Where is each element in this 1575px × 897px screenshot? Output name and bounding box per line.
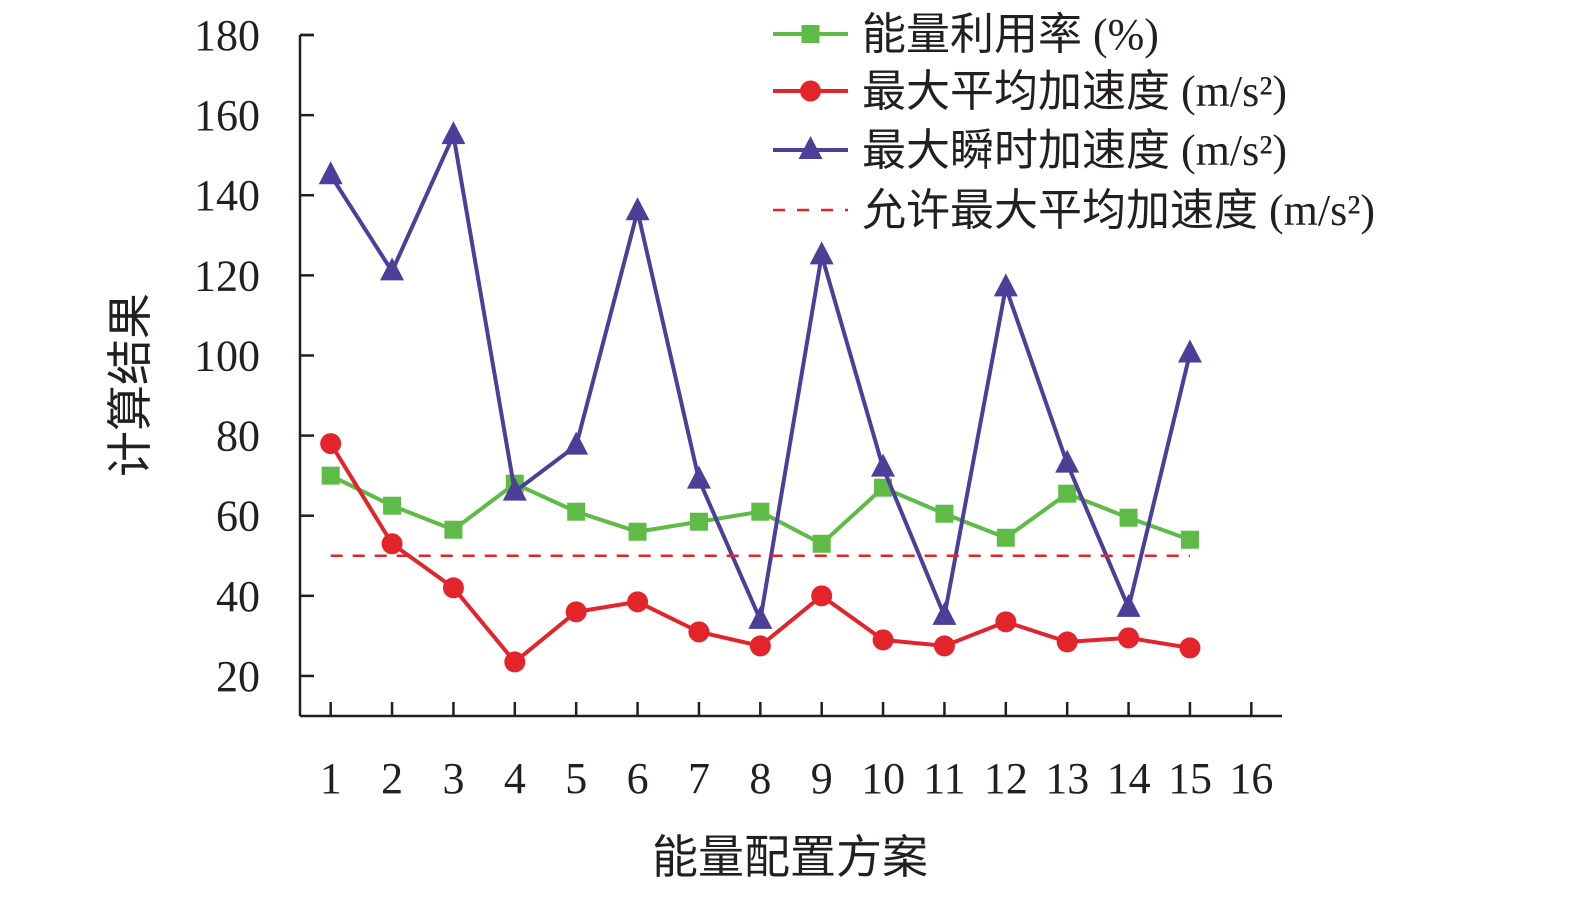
x-tick-label: 8 bbox=[749, 754, 771, 803]
triangle-marker bbox=[993, 273, 1018, 297]
triangle-marker bbox=[380, 257, 405, 281]
triangle-marker bbox=[932, 601, 957, 625]
circle-marker bbox=[811, 585, 833, 607]
x-tick-label: 12 bbox=[984, 754, 1028, 803]
square-marker bbox=[689, 512, 708, 531]
circle-marker bbox=[320, 433, 342, 455]
x-tick-label: 13 bbox=[1045, 754, 1089, 803]
legend-label: 允许最大平均加速度 (m/s²) bbox=[862, 186, 1375, 235]
square-marker bbox=[567, 502, 586, 521]
x-tick-label: 16 bbox=[1229, 754, 1273, 803]
circle-marker bbox=[688, 621, 710, 643]
square-marker bbox=[1119, 508, 1138, 527]
x-tick-label: 9 bbox=[811, 754, 833, 803]
x-tick-label: 15 bbox=[1168, 754, 1212, 803]
triangle-marker bbox=[1116, 593, 1141, 617]
x-tick-label: 7 bbox=[688, 754, 710, 803]
x-axis-title: 能量配置方案 bbox=[652, 832, 928, 883]
legend-label: 最大瞬时加速度 (m/s²) bbox=[862, 126, 1287, 175]
x-tick-label: 1 bbox=[320, 754, 342, 803]
circle-marker bbox=[1056, 631, 1078, 653]
series-line bbox=[328, 442, 1191, 664]
axes bbox=[298, 33, 1282, 718]
square-marker bbox=[751, 502, 770, 521]
circle-marker bbox=[627, 591, 649, 613]
legend-label: 能量利用率 (%) bbox=[862, 10, 1159, 59]
triangle-marker bbox=[441, 121, 466, 145]
triangle-marker bbox=[871, 453, 896, 477]
x-tick-label: 10 bbox=[861, 754, 905, 803]
square-marker bbox=[321, 466, 340, 485]
x-tick-label: 4 bbox=[504, 754, 526, 803]
circle-marker bbox=[995, 611, 1017, 633]
triangle-marker bbox=[809, 241, 834, 265]
square-marker bbox=[628, 522, 647, 541]
square-marker bbox=[935, 504, 954, 523]
triangle-marker bbox=[748, 605, 773, 629]
triangle-marker bbox=[564, 431, 589, 455]
x-tick-label: 6 bbox=[627, 754, 649, 803]
y-tick-label: 60 bbox=[216, 492, 260, 541]
square-marker bbox=[444, 520, 463, 539]
circle-marker bbox=[749, 635, 771, 657]
y-tick-label: 40 bbox=[216, 572, 260, 621]
y-axis-title: 计算结果 bbox=[105, 293, 156, 477]
circle-marker bbox=[504, 651, 526, 673]
triangle-marker bbox=[1177, 339, 1202, 363]
x-tick-label: 11 bbox=[923, 754, 965, 803]
square-marker bbox=[801, 25, 820, 43]
series-lines bbox=[318, 121, 1202, 673]
x-tick-label: 2 bbox=[381, 754, 403, 803]
y-tick-label: 180 bbox=[194, 11, 260, 60]
series-3 bbox=[318, 121, 1202, 629]
triangle-marker bbox=[798, 136, 823, 159]
x-tick-label: 3 bbox=[442, 754, 464, 803]
series-1 bbox=[321, 466, 1199, 553]
triangle-marker bbox=[1055, 449, 1080, 473]
y-tick-label: 20 bbox=[216, 652, 260, 701]
square-marker bbox=[1180, 530, 1199, 549]
circle-marker bbox=[872, 629, 894, 651]
circle-marker bbox=[565, 601, 587, 623]
circle-marker bbox=[800, 80, 821, 102]
y-tick-label: 120 bbox=[194, 251, 260, 300]
square-marker bbox=[812, 534, 831, 553]
triangle-marker bbox=[625, 197, 650, 221]
y-tick-label: 140 bbox=[194, 171, 260, 220]
circle-marker bbox=[442, 577, 464, 599]
series-2 bbox=[320, 433, 1201, 673]
triangle-marker bbox=[318, 161, 343, 185]
circle-marker bbox=[933, 635, 955, 657]
legend-label: 最大平均加速度 (m/s²) bbox=[862, 67, 1287, 116]
legend: 能量利用率 (%) 最大平均加速度 (m/s²) 最大瞬时加速度 (m/s²) 允许最… bbox=[773, 10, 1375, 235]
circle-marker bbox=[1118, 627, 1140, 649]
x-tick-label: 5 bbox=[565, 754, 587, 803]
square-marker bbox=[383, 496, 402, 515]
circle-marker bbox=[381, 533, 403, 555]
circle-marker bbox=[1179, 637, 1201, 659]
y-tick-label: 100 bbox=[194, 331, 260, 380]
y-tick-label: 80 bbox=[216, 412, 260, 461]
square-marker bbox=[996, 528, 1015, 547]
y-tick-label: 160 bbox=[194, 91, 260, 140]
triangle-marker bbox=[502, 477, 527, 501]
triangle-marker bbox=[686, 465, 711, 489]
square-marker bbox=[1058, 484, 1077, 503]
x-tick-label: 14 bbox=[1107, 754, 1151, 803]
